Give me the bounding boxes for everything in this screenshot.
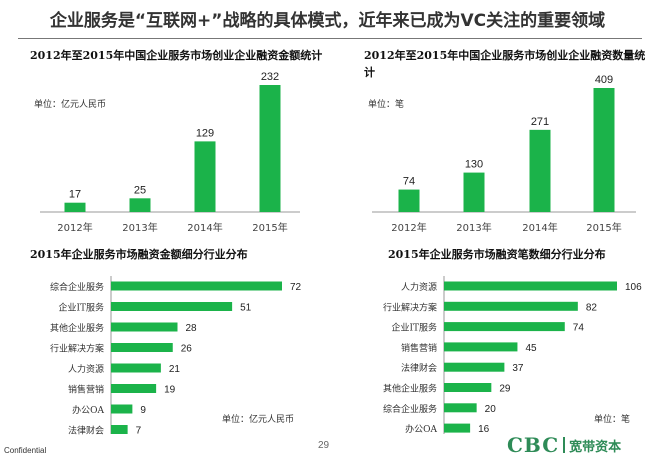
- chart2-unit: 单位：笔: [368, 100, 405, 110]
- chart1-tick-label: 2014年: [187, 221, 222, 234]
- chart4-data-label: 74: [573, 323, 585, 334]
- chart4-bar: [444, 301, 578, 311]
- chart3-data-label: 51: [240, 303, 252, 314]
- chart1-bar: [64, 202, 86, 212]
- chart1-bar: [129, 198, 151, 212]
- chart3-category-label: 法律财会: [68, 425, 104, 437]
- chart3-data-label: 28: [186, 323, 198, 334]
- chart2-tick-label: 2015年: [586, 221, 621, 234]
- chart1-unit: 单位：亿元人民币: [34, 100, 107, 110]
- chart3-data-label: 7: [136, 426, 142, 437]
- chart4-bar: [444, 423, 471, 433]
- chart3-bar: [111, 363, 161, 373]
- chart3-category-label: 综合企业服务: [50, 281, 104, 293]
- headline-divider: [18, 38, 642, 39]
- chart3-bar: [111, 425, 128, 434]
- chart3-unit: 单位：亿元人民币: [222, 415, 295, 425]
- chart1-tick-label: 2013年: [122, 221, 157, 234]
- logo-text: 宽带资本: [569, 439, 622, 455]
- chart1-data-label: 25: [134, 184, 146, 196]
- chart4-unit: 单位：笔: [594, 415, 631, 425]
- cbc-logo: CBC 宽带资本: [507, 433, 622, 457]
- chart2-data-label: 271: [531, 116, 549, 128]
- chart3-category-label: 其他企业服务: [50, 322, 104, 334]
- chart2-title: 2012年至2015年中国企业服务市场创业企业融资数量统计: [364, 49, 646, 79]
- chart4-data-label: 16: [478, 424, 490, 435]
- chart4-data-label: 106: [625, 282, 642, 293]
- chart2-data-label: 130: [465, 159, 483, 171]
- chart1-bar: [259, 85, 281, 212]
- chart2-tick-label: 2012年: [391, 221, 426, 234]
- chart3-category-label: 人力资源: [68, 363, 104, 375]
- chart1-data-label: 232: [261, 71, 279, 83]
- chart4-category-label: 法律财会: [401, 362, 437, 374]
- chart4-data-label: 29: [499, 384, 511, 395]
- chart3-category-label: 行业解决方案: [50, 343, 104, 355]
- confidential-label: Confidential: [4, 446, 47, 455]
- logo-divider: [563, 437, 566, 453]
- page-headline: 企业服务是“互联网+”战略的具体模式，近年来已成为VC关注的重要领域: [49, 11, 606, 31]
- chart3-category-label: 办公OA: [72, 404, 104, 416]
- chart4-title: 2015年企业服务市场融资笔数细分行业分布: [388, 248, 606, 261]
- chart3-category-label: 企业IT服务: [58, 302, 104, 314]
- chart4-bar: [444, 403, 477, 413]
- chart3-bar: [111, 322, 178, 332]
- chart2-bar: [593, 88, 615, 212]
- chart1-title: 2012年至2015年中国企业服务市场创业企业融资金额统计: [30, 49, 323, 62]
- chart2-bar: [398, 189, 420, 212]
- chart1-bar: [194, 141, 216, 212]
- chart4-category-label: 人力资源: [401, 281, 437, 293]
- logo-mark: CBC: [507, 433, 560, 457]
- chart2-tick-label: 2014年: [522, 221, 557, 234]
- chart4-bar: [444, 322, 565, 332]
- chart3-bar: [111, 384, 157, 393]
- chart1-data-label: 17: [69, 189, 81, 201]
- chart4-bar: [444, 362, 505, 372]
- chart2-tick-label: 2013年: [456, 221, 491, 234]
- chart4-bar: [444, 281, 617, 291]
- chart3-data-label: 72: [290, 282, 302, 293]
- chart2-bar: [463, 172, 485, 212]
- chart3-data-label: 21: [169, 364, 181, 375]
- chart3-bar: [111, 343, 173, 352]
- page-number: 29: [318, 440, 330, 451]
- chart4-bar: [444, 342, 518, 352]
- chart3-data-label: 26: [181, 344, 193, 355]
- chart4-data-label: 20: [485, 404, 497, 415]
- chart1-tick-label: 2012年: [57, 221, 92, 234]
- chart4-bar: [444, 383, 492, 392]
- chart3-data-label: 9: [140, 405, 146, 416]
- chart3-bar: [111, 281, 282, 291]
- chart3-bar: [111, 404, 133, 414]
- chart4-data-label: 45: [525, 343, 537, 354]
- chart3-category-label: 销售营销: [68, 384, 104, 396]
- chart4-data-label: 37: [512, 363, 524, 374]
- chart4-category-label: 企业IT服务: [391, 322, 437, 334]
- chart4-category-label: 销售营销: [401, 342, 437, 354]
- chart2-bar: [529, 129, 551, 212]
- chart4-data-label: 82: [586, 302, 598, 313]
- chart1-data-label: 129: [196, 127, 214, 139]
- chart4-category-label: 办公OA: [405, 423, 437, 435]
- chart2-data-label: 74: [403, 176, 415, 188]
- chart3-bar: [111, 302, 233, 311]
- chart3-data-label: 19: [164, 385, 176, 396]
- chart2-data-label: 409: [595, 74, 613, 86]
- chart4-category-label: 其他企业服务: [383, 383, 437, 395]
- chart1-tick-label: 2015年: [252, 221, 287, 234]
- chart3-title: 2015年企业服务市场融资金额细分行业分布: [30, 248, 248, 261]
- chart4-category-label: 行业解决方案: [383, 301, 437, 313]
- chart4-category-label: 综合企业服务: [383, 403, 437, 415]
